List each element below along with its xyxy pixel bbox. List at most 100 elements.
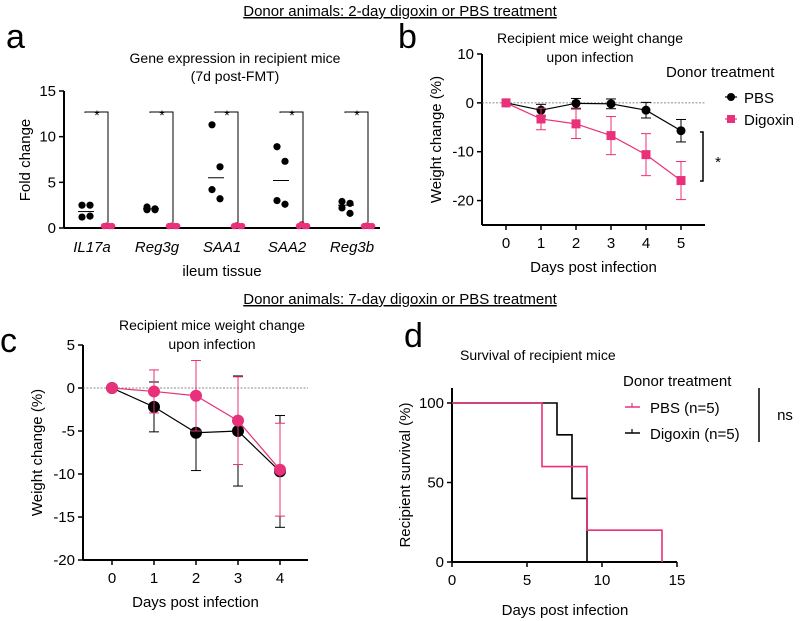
data-point (606, 99, 616, 109)
y-axis-label: Weight change (%) (428, 76, 445, 203)
data-point (216, 163, 224, 171)
data-point-square (727, 115, 735, 123)
data-point (148, 385, 160, 398)
significance-star: * (289, 107, 295, 123)
data-point (346, 199, 354, 207)
category-label: SAA2 (268, 239, 307, 256)
y-tick-label: -20 (452, 193, 474, 210)
chart-title-line1: Survival of recipient mice (460, 347, 616, 363)
data-point (86, 212, 94, 220)
x-tick-label: 10 (594, 572, 611, 589)
data-point (208, 186, 216, 194)
data-point-square (641, 150, 651, 160)
significance-star: * (94, 107, 100, 123)
panel-label: d (404, 317, 423, 355)
chart-title-line2: upon infection (168, 336, 255, 352)
data-point-square (501, 98, 511, 108)
data-point (303, 222, 311, 230)
data-point (273, 197, 281, 205)
y-axis-label: Weight change (%) (29, 389, 46, 516)
significance-bracket (279, 111, 304, 223)
data-point (78, 213, 86, 221)
data-point (86, 201, 94, 209)
panel-d: d Survival of recipient mice 0 50 100 0 5 10 15 R… (397, 317, 793, 619)
header-7day: Donor animals: 7-day digoxin or PBS trea… (243, 291, 557, 308)
x-axis-label: ileum tissue (182, 263, 261, 280)
data-point-square (676, 176, 686, 186)
x-axis-label: Days post infection (132, 594, 259, 611)
legend-title: Donor treatment (666, 64, 775, 81)
panel-a: a Gene expression in recipient mice (7d po… (6, 18, 380, 280)
legend-title: Donor treatment (623, 373, 732, 390)
data-point (232, 414, 244, 427)
data-point (78, 201, 86, 209)
x-tick-label: 3 (607, 235, 615, 252)
data-point (338, 204, 346, 212)
chart-title-line1: Recipient mice weight change (497, 30, 683, 46)
data-point (641, 105, 651, 115)
data-point (143, 206, 151, 214)
y-axis-label: Fold change (17, 119, 34, 202)
x-axis-label: Days post infection (502, 602, 629, 619)
panel-label: c (0, 322, 17, 360)
data-point (281, 157, 289, 165)
y-tick-label: 5 (48, 174, 56, 191)
x-axis-label: Days post infection (530, 259, 657, 276)
panel-label: b (398, 18, 417, 56)
significance-label: ns (777, 407, 793, 424)
x-tick-label: 4 (276, 570, 284, 587)
data-point-square (571, 119, 581, 129)
series-line (505, 102, 682, 132)
category-label: IL17a (73, 239, 111, 256)
x-tick-label: 4 (642, 235, 650, 252)
y-tick-label: 0 (48, 220, 56, 237)
panel-label: a (6, 18, 25, 56)
chart-title-line2: upon infection (546, 49, 633, 65)
data-point (676, 126, 686, 136)
data-point (338, 197, 346, 206)
survival-curve (452, 402, 588, 562)
y-tick-label: 10 (457, 46, 474, 63)
y-tick-label: -20 (53, 552, 75, 569)
legend-label: PBS (n=5) (650, 400, 720, 417)
data-point (173, 222, 181, 230)
panel-b: b Recipient mice weight change upon infect… (398, 18, 794, 276)
data-point (216, 195, 224, 203)
y-axis-label: Recipient survival (%) (397, 402, 414, 547)
y-tick-label: 0 (436, 554, 444, 571)
significance-star: * (224, 107, 230, 123)
legend-label: Digoxin (n=5) (650, 426, 740, 443)
significance-bracket (149, 111, 174, 223)
y-tick-label: -15 (53, 509, 75, 526)
y-tick-label: 100 (419, 395, 444, 412)
x-tick-label: 1 (150, 570, 158, 587)
data-point (151, 206, 159, 214)
data-point (346, 209, 354, 217)
x-tick-label: 0 (108, 570, 116, 587)
x-tick-label: 2 (572, 235, 580, 252)
category-label: SAA1 (203, 239, 241, 256)
data-point (190, 389, 202, 402)
x-tick-label: 5 (523, 572, 531, 589)
header-2day: Donor animals: 2-day digoxin or PBS trea… (243, 3, 557, 20)
data-point (106, 382, 118, 394)
x-tick-label: 0 (502, 235, 510, 252)
x-tick-label: 0 (448, 572, 456, 589)
chart-title-line1: Recipient mice weight change (119, 317, 305, 333)
y-tick-label: 15 (39, 83, 56, 100)
y-tick-label: -5 (62, 423, 75, 440)
data-point-square (606, 131, 616, 141)
x-tick-label: 1 (537, 235, 545, 252)
legend-label: PBS (744, 90, 774, 107)
panel-c: c Recipient mice weight change upon infect… (0, 317, 308, 611)
survival-curve (452, 402, 663, 562)
y-tick-label: 0 (466, 95, 474, 112)
category-label: Reg3b (330, 239, 374, 256)
data-point (571, 98, 581, 108)
data-point (108, 222, 116, 230)
data-point (208, 121, 216, 129)
legend-label: Digoxin (744, 112, 794, 129)
y-tick-label: 10 (39, 129, 56, 146)
significance-bracket (344, 111, 369, 223)
